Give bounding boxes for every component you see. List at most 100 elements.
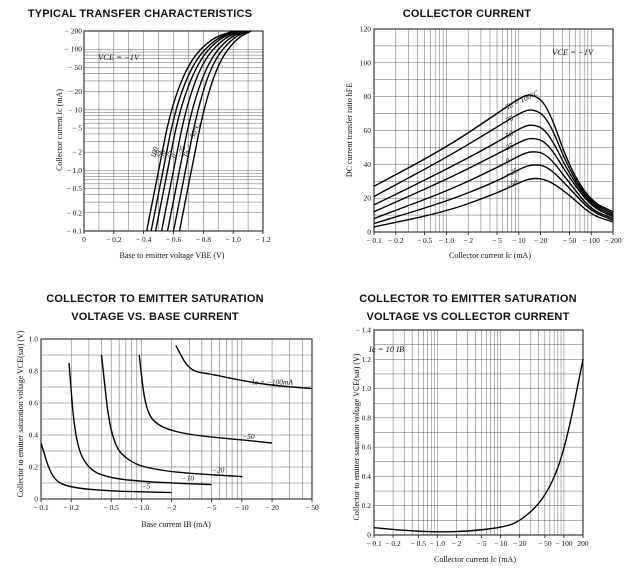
chart1-curve-label: 100	[148, 145, 160, 159]
chart2-curve-label: −50	[504, 177, 519, 191]
chart4-xtick-label: − 100	[555, 539, 573, 548]
chart1-series-1	[150, 30, 237, 232]
chart1-series-2	[154, 30, 240, 232]
chart3-xtick-label: − 50	[305, 503, 319, 512]
chart2-xtick-label: − 0.5	[417, 236, 433, 245]
chart3-plot: − 0.1 − 0.2 − 0.5 − 1.0 − 2 − 5 − 10 − 20 − 50 0 0…	[29, 335, 319, 513]
chart2-ytick-label: 120	[360, 25, 372, 34]
chart3-ylabel: Collector to emitter saturation voltage …	[16, 330, 25, 497]
chart1-xtick-label: − 0.8	[196, 235, 212, 244]
chart4-xtick-label: − 20	[513, 539, 527, 548]
chart4-ytick-label: − 0.8	[356, 413, 372, 422]
chart1-ytick-label: − 10	[68, 105, 82, 114]
chart2-xtick-label: − 10	[512, 236, 526, 245]
chart4-plot: − 0.1− 0.2− 0.5− 1.0− 2− 5− 10− 20− 50− …	[356, 326, 589, 549]
chart3-xtick-label: − 5	[207, 503, 217, 512]
chart2-xtick-label: − 2	[463, 236, 473, 245]
chart3-series-1	[68, 362, 212, 486]
chart3-curve-label: −50	[242, 432, 255, 441]
chart4-xtick-label: − 0.2	[385, 539, 401, 548]
chart2-series-0	[373, 94, 614, 213]
chart1-plot: 0− 0.2− 0.4− 0.6− 0.8− 1.0− 1.2− 200− 10…	[65, 27, 271, 245]
chart3-title-line2: VOLTAGE VS. BASE CURRENT	[71, 311, 239, 323]
chart2-xtick-label: − 0.2	[388, 236, 404, 245]
chart3-ytick-label: 0.4	[29, 431, 39, 440]
chart1-series-0	[146, 30, 234, 232]
chart2-ytick-label: 100	[360, 58, 372, 67]
chart2-xtick-label: − 20	[534, 236, 548, 245]
chart1-title: TYPICAL TRANSFER CHARACTERISTICS	[28, 8, 252, 20]
chart2-frame	[373, 28, 614, 233]
chart3-xtick-label: − 0.5	[103, 503, 119, 512]
chart3-series-0	[40, 442, 172, 494]
chart1-ytick-label: − 0.1	[67, 227, 83, 236]
chart1-curve-label: 0	[169, 152, 179, 159]
chart3-ytick-label: 0.6	[29, 399, 39, 408]
chart2-curve-label: 50	[504, 129, 515, 140]
chart4-ytick-label: − 0.6	[356, 443, 372, 452]
chart1-series-3	[160, 30, 243, 232]
chart4-xtick-label: − 2	[451, 539, 461, 548]
chart4-xlabel: Collector current Ic (mA)	[434, 555, 516, 564]
chart1-xtick-label: 0	[82, 235, 86, 244]
chart3-curve-label: −5	[142, 482, 151, 491]
chart4-ytick-label: − 0.4	[356, 472, 372, 481]
chart2-curve-label: −25	[504, 165, 519, 179]
chart3-ytick-label: 0	[34, 495, 38, 504]
chart1-curve-label: 50	[157, 149, 168, 159]
chart4-xtick-label: − 5	[477, 539, 487, 548]
chart3-series-4	[175, 345, 313, 390]
chart2-xtick-label: − 5	[492, 236, 502, 245]
chart3-title-line1: COLLECTOR TO EMITTER SATURATION	[46, 293, 263, 305]
chart1-ytick-label: − 20	[68, 87, 82, 96]
chart2-series-4	[373, 151, 614, 220]
chart1-curve-label: Ta = −50°C	[181, 121, 202, 159]
chart2-vce-annotation: VCE = −1V	[552, 47, 595, 57]
chart4-ytick-label: 0	[367, 531, 371, 540]
chart1-vce-annotation: VCE = −1V	[98, 52, 141, 62]
chart4-xtick-label: − 0.5	[411, 539, 427, 548]
chart2-curve-label: Ta = 100°C	[504, 88, 541, 111]
chart1-xlabel: Base to emitter voltage VBE (V)	[120, 251, 225, 260]
chart1-ylabel: Collector current Ic (mA)	[55, 89, 64, 171]
chart3-xtick-label: − 0.2	[63, 503, 79, 512]
chart3-xlabel: Base current IB (mA)	[141, 520, 211, 529]
chart2-xtick-label: − 1.0	[439, 236, 455, 245]
chart4-xtick-label: 200	[577, 539, 589, 548]
chart3-frame	[40, 338, 313, 500]
chart3-xtick-label: − 2	[167, 503, 177, 512]
chart1-series-5	[172, 30, 249, 232]
chart1-xtick-label: − 0.4	[136, 235, 152, 244]
chart2-xtick-label: − 0.1	[366, 236, 382, 245]
chart3-ytick-label: 0.8	[29, 367, 39, 376]
chart1-series-6	[178, 30, 252, 232]
chart1-xtick-label: − 1.0	[225, 235, 241, 244]
chart3-xtick-label: − 20	[265, 503, 279, 512]
chart2-xtick-label: − 50	[563, 236, 577, 245]
chart4-xtick-label: − 10	[494, 539, 508, 548]
chart4-series-0	[373, 358, 584, 533]
chart2-curve-label: 25	[504, 141, 515, 152]
chart2-ytick-label: 0	[367, 228, 371, 237]
chart1-ytick-label: − 2	[72, 148, 82, 157]
chart1-ytick-label: − 0.5	[67, 184, 83, 193]
chart3-ytick-label: 0.2	[29, 463, 39, 472]
chart3-series-2	[100, 354, 243, 478]
chart4-xtick-label: − 1.0	[430, 539, 446, 548]
chart2-series-1	[373, 109, 614, 215]
chart2-series-6	[373, 177, 614, 228]
chart2-ytick-label: 80	[364, 92, 372, 101]
chart2-curve-label: 0	[504, 156, 511, 166]
chart3-xtick-label: − 10	[235, 503, 249, 512]
chart4-frame	[373, 329, 584, 536]
chart2-series-3	[373, 137, 614, 218]
chart3-series-3	[138, 354, 273, 444]
chart1-ytick-label: − 0.2	[67, 208, 83, 217]
chart2-xtick-label: − 200	[604, 236, 622, 245]
chart4-title-line2: VOLTAGE VS COLLECTOR CURRENT	[367, 311, 570, 323]
chart4-ytick-label: − 1.0	[356, 384, 372, 393]
chart2-curve-label: 75	[504, 113, 515, 124]
chart3-xtick-label: − 0.1	[33, 503, 49, 512]
chart4-ylabel: Collector to emitter saturation voltage …	[352, 353, 361, 520]
